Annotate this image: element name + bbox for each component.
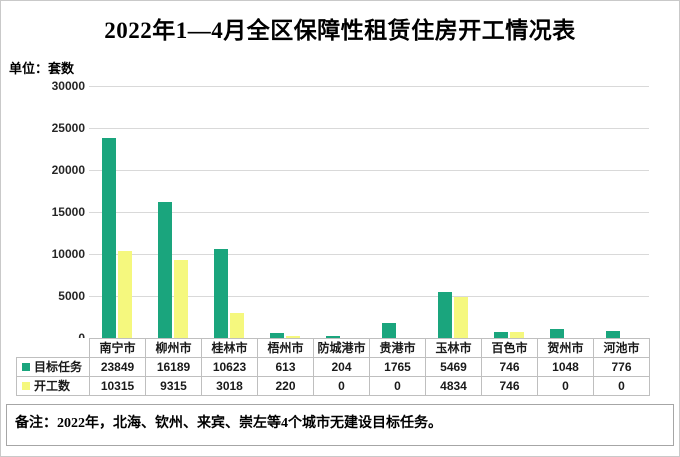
gridline bbox=[89, 254, 649, 255]
bar-series1-cat6 bbox=[454, 297, 468, 338]
gridline bbox=[89, 170, 649, 171]
table-cell-s0-c7: 746 bbox=[481, 357, 538, 377]
table-cell-s0-c6: 5469 bbox=[425, 357, 482, 377]
legend-cell-0: 目标任务 bbox=[16, 357, 90, 377]
bar-series0-cat6 bbox=[438, 292, 452, 338]
table-col-header-1: 柳州市 bbox=[145, 338, 202, 358]
bar-group-0 bbox=[89, 86, 145, 338]
bar-series1-cat0 bbox=[118, 251, 132, 338]
y-tick-label: 5000 bbox=[58, 289, 85, 303]
bar-group-4 bbox=[313, 86, 369, 338]
bar-series0-cat1 bbox=[158, 202, 172, 338]
table-col-header-4: 防城港市 bbox=[313, 338, 370, 358]
gridline bbox=[89, 296, 649, 297]
legend-label: 开工数 bbox=[34, 379, 71, 393]
table-cell-s1-c8: 0 bbox=[537, 376, 594, 396]
legend-label: 目标任务 bbox=[34, 360, 83, 374]
bar-series0-cat0 bbox=[102, 138, 116, 338]
table-cell-s0-c9: 776 bbox=[593, 357, 650, 377]
table-cell-s0-c0: 23849 bbox=[89, 357, 146, 377]
table-cell-s0-c2: 10623 bbox=[201, 357, 258, 377]
table-cell-s1-c9: 0 bbox=[593, 376, 650, 396]
table-cell-s0-c5: 1765 bbox=[369, 357, 426, 377]
y-tick-label: 10000 bbox=[51, 247, 85, 261]
gridline bbox=[89, 212, 649, 213]
bar-series1-cat7 bbox=[510, 332, 524, 338]
table-col-header-0: 南宁市 bbox=[89, 338, 146, 358]
bar-group-8 bbox=[537, 86, 593, 338]
table-row: 开工数 10315 9315 3018 220 0 0 4834 746 0 0 bbox=[16, 376, 650, 396]
table-cell-s1-c7: 746 bbox=[481, 376, 538, 396]
table-cell-s0-c4: 204 bbox=[313, 357, 370, 377]
bar-group-6 bbox=[425, 86, 481, 338]
y-tick-label: 30000 bbox=[51, 79, 85, 93]
bar-series1-cat3 bbox=[286, 336, 300, 338]
table-cell-s1-c6: 4834 bbox=[425, 376, 482, 396]
chart-title: 2022年1—4月全区保障性租赁住房开工情况表 bbox=[104, 18, 576, 43]
table-col-header-8: 贺州市 bbox=[537, 338, 594, 358]
table-col-header-9: 河池市 bbox=[593, 338, 650, 358]
plot-area bbox=[89, 86, 649, 338]
gridline bbox=[89, 128, 649, 129]
table-col-header-3: 梧州市 bbox=[257, 338, 314, 358]
table-corner bbox=[16, 338, 90, 358]
table-col-header-5: 贵港市 bbox=[369, 338, 426, 358]
table-row: 目标任务 23849 16189 10623 613 204 1765 5469 746 1048… bbox=[16, 357, 650, 377]
bar-series0-cat2 bbox=[214, 249, 228, 338]
table-cell-s1-c5: 0 bbox=[369, 376, 426, 396]
table-col-header-2: 桂林市 bbox=[201, 338, 258, 358]
note-box: 备注：2022年，北海、钦州、来宾、崇左等4个城市无建设目标任务。 bbox=[6, 404, 674, 446]
table-cell-s1-c4: 0 bbox=[313, 376, 370, 396]
bar-group-9 bbox=[593, 86, 649, 338]
bar-series0-cat3 bbox=[270, 333, 284, 338]
gridline bbox=[89, 86, 649, 87]
table-cell-s1-c3: 220 bbox=[257, 376, 314, 396]
table-cell-s0-c1: 16189 bbox=[145, 357, 202, 377]
bar-series0-cat9 bbox=[606, 331, 620, 338]
table-cell-s0-c8: 1048 bbox=[537, 357, 594, 377]
y-tick-label: 25000 bbox=[51, 121, 85, 135]
table-col-header-6: 玉林市 bbox=[425, 338, 482, 358]
bar-series0-cat4 bbox=[326, 336, 340, 338]
bar-series0-cat7 bbox=[494, 332, 508, 338]
bar-group-1 bbox=[145, 86, 201, 338]
unit-label: 单位：套数 bbox=[9, 61, 75, 76]
bar-series0-cat5 bbox=[382, 323, 396, 338]
note-text: 备注：2022年，北海、钦州、来宾、崇左等4个城市无建设目标任务。 bbox=[15, 416, 442, 431]
table-cell-s1-c0: 10315 bbox=[89, 376, 146, 396]
bar-group-5 bbox=[369, 86, 425, 338]
y-tick-label: 15000 bbox=[51, 205, 85, 219]
bar-series0-cat8 bbox=[550, 329, 564, 338]
bar-group-3 bbox=[257, 86, 313, 338]
bar-group-2 bbox=[201, 86, 257, 338]
legend-cell-1: 开工数 bbox=[16, 376, 90, 396]
table-cell-s1-c2: 3018 bbox=[201, 376, 258, 396]
bar-group-7 bbox=[481, 86, 537, 338]
y-tick-label: 20000 bbox=[51, 163, 85, 177]
table-col-header-7: 百色市 bbox=[481, 338, 538, 358]
bar-series1-cat2 bbox=[230, 313, 244, 338]
legend-chip bbox=[22, 381, 30, 390]
legend-chip bbox=[22, 362, 30, 371]
table-cell-s1-c1: 9315 bbox=[145, 376, 202, 396]
data-table: 南宁市 柳州市 桂林市 梧州市 防城港市 贵港市 玉林市 百色市 贺州市 河池市目标任务 23849… bbox=[16, 338, 650, 396]
bar-series1-cat1 bbox=[174, 260, 188, 338]
table-cell-s0-c3: 613 bbox=[257, 357, 314, 377]
